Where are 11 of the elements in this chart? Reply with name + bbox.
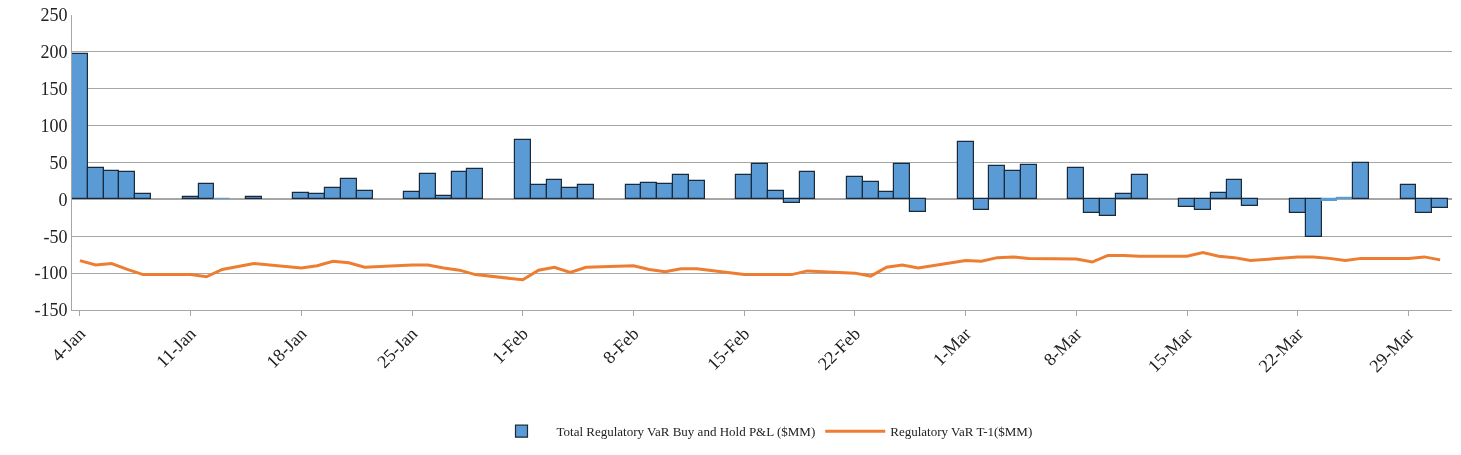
y-tick-label: 0 [58, 189, 68, 210]
y-tick-label: 250 [40, 5, 68, 26]
y-tick-label: -100 [34, 263, 68, 284]
y-tick-label: 150 [40, 79, 68, 100]
legend-label: Total Regulatory VaR Buy and Hold P&L ($MM) [556, 424, 816, 440]
y-tick-label: 200 [40, 42, 68, 63]
y-tick-label: 100 [40, 115, 68, 136]
legend-label: Regulatory VaR T-1($MM) [890, 424, 1033, 440]
y-tick-label: -50 [43, 226, 68, 247]
y-tick-label: -150 [34, 300, 68, 321]
y-tick-label: 50 [49, 152, 68, 173]
